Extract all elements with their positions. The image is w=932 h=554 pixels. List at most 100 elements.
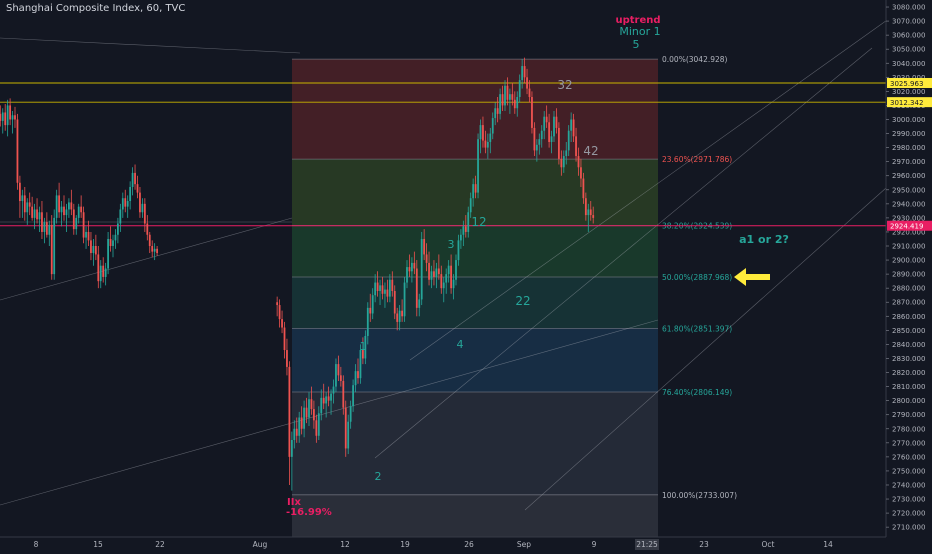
- candle-body: [381, 285, 384, 294]
- candle-body: [445, 274, 448, 283]
- fib-level-label: 100.00%(2733.007): [662, 491, 737, 500]
- candle-body: [401, 310, 403, 317]
- candle-body: [126, 201, 129, 207]
- candle-body: [516, 96, 519, 109]
- wave-label-wave12: 12: [471, 215, 486, 229]
- candle-body: [90, 240, 92, 254]
- candle-body: [457, 240, 460, 261]
- candle-body: [28, 202, 31, 207]
- candle-body: [63, 206, 65, 216]
- candle-body: [65, 209, 68, 216]
- candle-body: [570, 119, 573, 131]
- y-tick-label: 2870.000: [892, 299, 925, 307]
- candle-body: [332, 386, 335, 394]
- candle-body: [565, 150, 568, 157]
- candle-body: [143, 203, 146, 224]
- candle-body: [107, 238, 109, 269]
- candle-body: [94, 246, 97, 255]
- candle-body: [509, 94, 511, 100]
- yellow-arrow-icon: [734, 267, 770, 286]
- candle-body: [379, 285, 381, 291]
- candle-body: [4, 112, 7, 126]
- candle-body: [423, 238, 426, 255]
- candle-body: [386, 289, 389, 297]
- candle-body: [418, 299, 421, 308]
- candle-body: [543, 116, 546, 131]
- candle-body: [540, 130, 543, 140]
- candle-body: [300, 417, 303, 429]
- candle-body: [16, 119, 19, 183]
- candle-body: [286, 350, 288, 367]
- price-badge: [887, 77, 932, 88]
- candle-body: [70, 202, 73, 210]
- candle-body: [420, 238, 423, 300]
- wave-label-iix: IIx: [287, 497, 301, 508]
- candle-body: [521, 66, 524, 81]
- y-tick-label: 2990.000: [892, 130, 925, 138]
- candle-body: [587, 209, 590, 216]
- candle-body: [156, 248, 158, 254]
- candle-body: [479, 125, 482, 140]
- candle-body: [335, 364, 337, 387]
- candle-body: [119, 209, 122, 224]
- candle-body: [121, 198, 124, 210]
- candle-body: [92, 246, 95, 254]
- candle-body: [112, 240, 114, 247]
- x-tick-label: 26: [464, 540, 474, 549]
- candle-body: [491, 118, 494, 134]
- y-tick-label: 3070.000: [892, 18, 925, 26]
- candle-body: [511, 94, 514, 100]
- x-tick-label: 9: [592, 540, 597, 549]
- price-badge-label: 3025.963: [890, 80, 923, 88]
- y-tick-label: 2900.000: [892, 257, 925, 265]
- candle-body: [580, 167, 582, 179]
- candle-body: [396, 313, 399, 322]
- y-tick-label: 2890.000: [892, 271, 925, 279]
- wave-label-wave5: 5: [633, 38, 640, 51]
- y-tick-label: 2720.000: [892, 510, 925, 518]
- candle-body: [72, 209, 75, 230]
- candle-body: [134, 172, 136, 185]
- candle-body: [494, 108, 497, 119]
- y-tick-label: 2750.000: [892, 467, 925, 475]
- candle-body: [347, 421, 350, 449]
- wave-label-wave42: 42: [583, 144, 598, 158]
- trendline: [524, 187, 887, 511]
- candle-body: [339, 375, 342, 381]
- y-tick-label: 2920.000: [892, 228, 925, 236]
- candle-body: [572, 119, 575, 137]
- candle-body: [455, 260, 457, 280]
- candle-body: [136, 184, 139, 193]
- candle-body: [288, 366, 291, 457]
- candle-body: [415, 268, 418, 308]
- candle-body: [464, 226, 467, 232]
- candle-body: [58, 195, 60, 213]
- trendline: [0, 319, 659, 506]
- y-tick-label: 2860.000: [892, 313, 925, 321]
- candle-body: [38, 212, 41, 220]
- candle-body: [484, 140, 487, 148]
- y-tick-label: 2760.000: [892, 453, 925, 461]
- y-tick-label: 2830.000: [892, 355, 925, 363]
- candle-body: [550, 136, 553, 142]
- y-tick-label: 3000.000: [892, 116, 925, 124]
- candle-body: [276, 302, 279, 306]
- candle-body: [482, 125, 484, 141]
- candle-body: [139, 192, 141, 213]
- y-tick-label: 3020.000: [892, 88, 925, 96]
- candle-body: [553, 116, 555, 137]
- candle-body: [474, 184, 477, 193]
- y-tick-label: 2980.000: [892, 144, 925, 152]
- candle-body: [153, 248, 156, 252]
- candle-body: [403, 282, 406, 317]
- candle-body: [366, 307, 369, 336]
- y-tick-label: 2800.000: [892, 397, 925, 405]
- candle-body: [538, 139, 541, 145]
- price-axis-bg: [886, 0, 932, 550]
- candle-body: [408, 267, 411, 272]
- candle-body: [584, 198, 587, 216]
- candle-body: [325, 396, 328, 404]
- candle-body: [567, 130, 570, 151]
